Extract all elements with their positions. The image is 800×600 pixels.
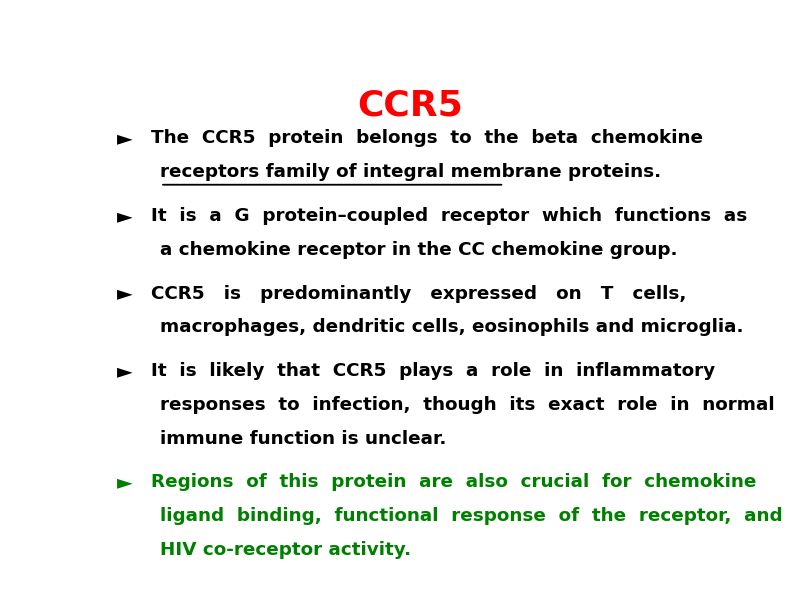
Text: macrophages, dendritic cells, eosinophils and microglia.: macrophages, dendritic cells, eosinophil… [160, 318, 744, 336]
Text: ►: ► [118, 207, 133, 226]
Text: HIV co-receptor activity.: HIV co-receptor activity. [160, 541, 411, 559]
Text: ligand  binding,  functional  response  of  the  receptor,  and: ligand binding, functional response of t… [160, 507, 782, 525]
Text: It  is  a  G  protein–coupled  receptor  which  functions  as: It is a G protein–coupled receptor which… [151, 207, 747, 225]
Text: receptors family of integral membrane proteins.: receptors family of integral membrane pr… [160, 163, 662, 181]
Text: The  CCR5  protein  belongs  to  the  beta  chemokine: The CCR5 protein belongs to the beta che… [151, 129, 703, 147]
Text: ►: ► [118, 362, 133, 381]
Text: a chemokine receptor in the CC chemokine group.: a chemokine receptor in the CC chemokine… [160, 241, 678, 259]
Text: CCR5: CCR5 [357, 88, 463, 122]
Text: Regions  of  this  protein  are  also  crucial  for  chemokine: Regions of this protein are also crucial… [151, 473, 756, 491]
Text: ►: ► [118, 284, 133, 304]
Text: ►: ► [118, 473, 133, 493]
Text: responses  to  infection,  though  its  exact  role  in  normal: responses to infection, though its exact… [160, 396, 774, 414]
Text: immune function is unclear.: immune function is unclear. [160, 430, 446, 448]
Text: It  is  likely  that  CCR5  plays  a  role  in  inflammatory: It is likely that CCR5 plays a role in i… [151, 362, 715, 380]
Text: ►: ► [118, 129, 133, 148]
Text: CCR5   is   predominantly   expressed   on   T   cells,: CCR5 is predominantly expressed on T cel… [151, 284, 686, 302]
